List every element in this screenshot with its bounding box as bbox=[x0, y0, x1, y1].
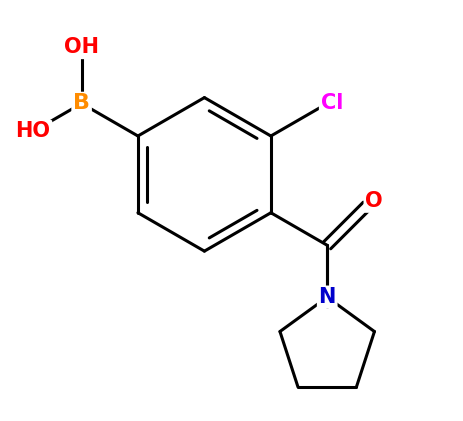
Text: HO: HO bbox=[16, 122, 50, 141]
Text: O: O bbox=[365, 191, 383, 211]
Text: OH: OH bbox=[64, 37, 99, 58]
Text: B: B bbox=[73, 93, 90, 114]
Text: N: N bbox=[319, 287, 336, 307]
Text: Cl: Cl bbox=[320, 93, 343, 114]
